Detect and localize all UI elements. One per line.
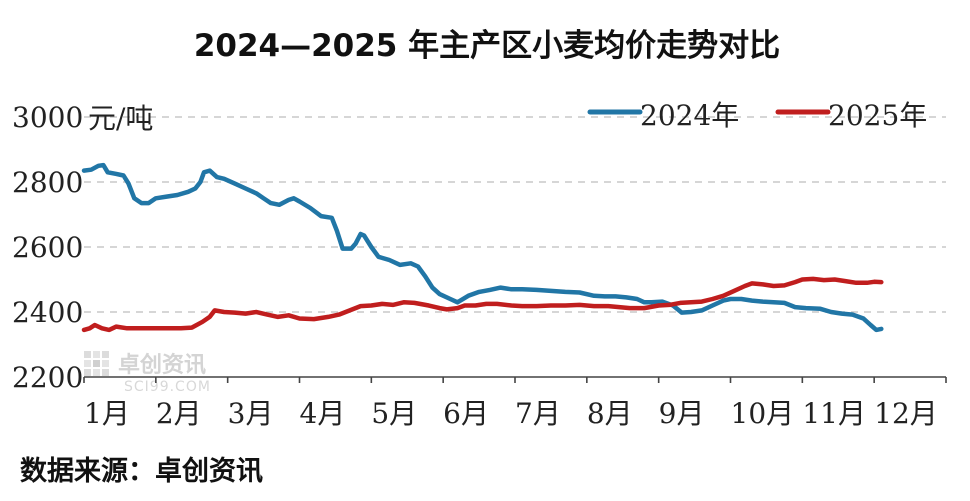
x-tick-label: 3月: [228, 397, 274, 430]
y-tick-label: 2200: [12, 361, 83, 394]
grid-lines: [84, 116, 946, 313]
x-tick-label: 8月: [587, 397, 633, 430]
x-tick-label: 2月: [156, 397, 202, 430]
axes: 2200 2400 2600 2800 3000 1月 2月 3月 4月 5月 6月 7月 8月 9月 10…: [12, 101, 947, 430]
watermark-name: 卓创资讯: [118, 353, 206, 378]
x-tick-label: 10月: [731, 397, 795, 430]
x-tick-label: 11月: [802, 397, 866, 430]
legend-label-1: 2024年: [640, 99, 739, 132]
x-tick-label: 4月: [300, 397, 346, 430]
x-tick-label: 9月: [659, 397, 705, 430]
chart-title: 2024—2025 年主产区小麦均价走势对比: [194, 28, 780, 64]
y-tick-label: 2400: [12, 296, 83, 329]
series-line-1: [81, 162, 884, 333]
x-tick-label: 7月: [515, 397, 561, 430]
series-lines: [81, 162, 884, 333]
watermark: 卓创资讯 SCI99.COM: [84, 351, 211, 395]
watermark-site: SCI99.COM: [124, 379, 211, 395]
watermark-logo-icon: [84, 351, 109, 376]
data-source-label: 数据来源：卓创资讯: [20, 456, 263, 487]
y-axis-unit-label: 元/吨: [88, 102, 153, 135]
x-tick-label: 6月: [443, 397, 489, 430]
x-tick-label: 12月: [874, 397, 938, 430]
legend: 2024年 2025年: [587, 99, 927, 132]
series-line-2: [81, 276, 884, 333]
legend-label-2: 2025年: [828, 99, 927, 132]
x-tick-label: 1月: [84, 397, 130, 430]
y-tick-label: 2600: [12, 231, 83, 264]
y-tick-label: 2800: [12, 166, 83, 199]
x-tick-label: 5月: [371, 397, 417, 430]
y-tick-label: 3000: [12, 101, 83, 134]
